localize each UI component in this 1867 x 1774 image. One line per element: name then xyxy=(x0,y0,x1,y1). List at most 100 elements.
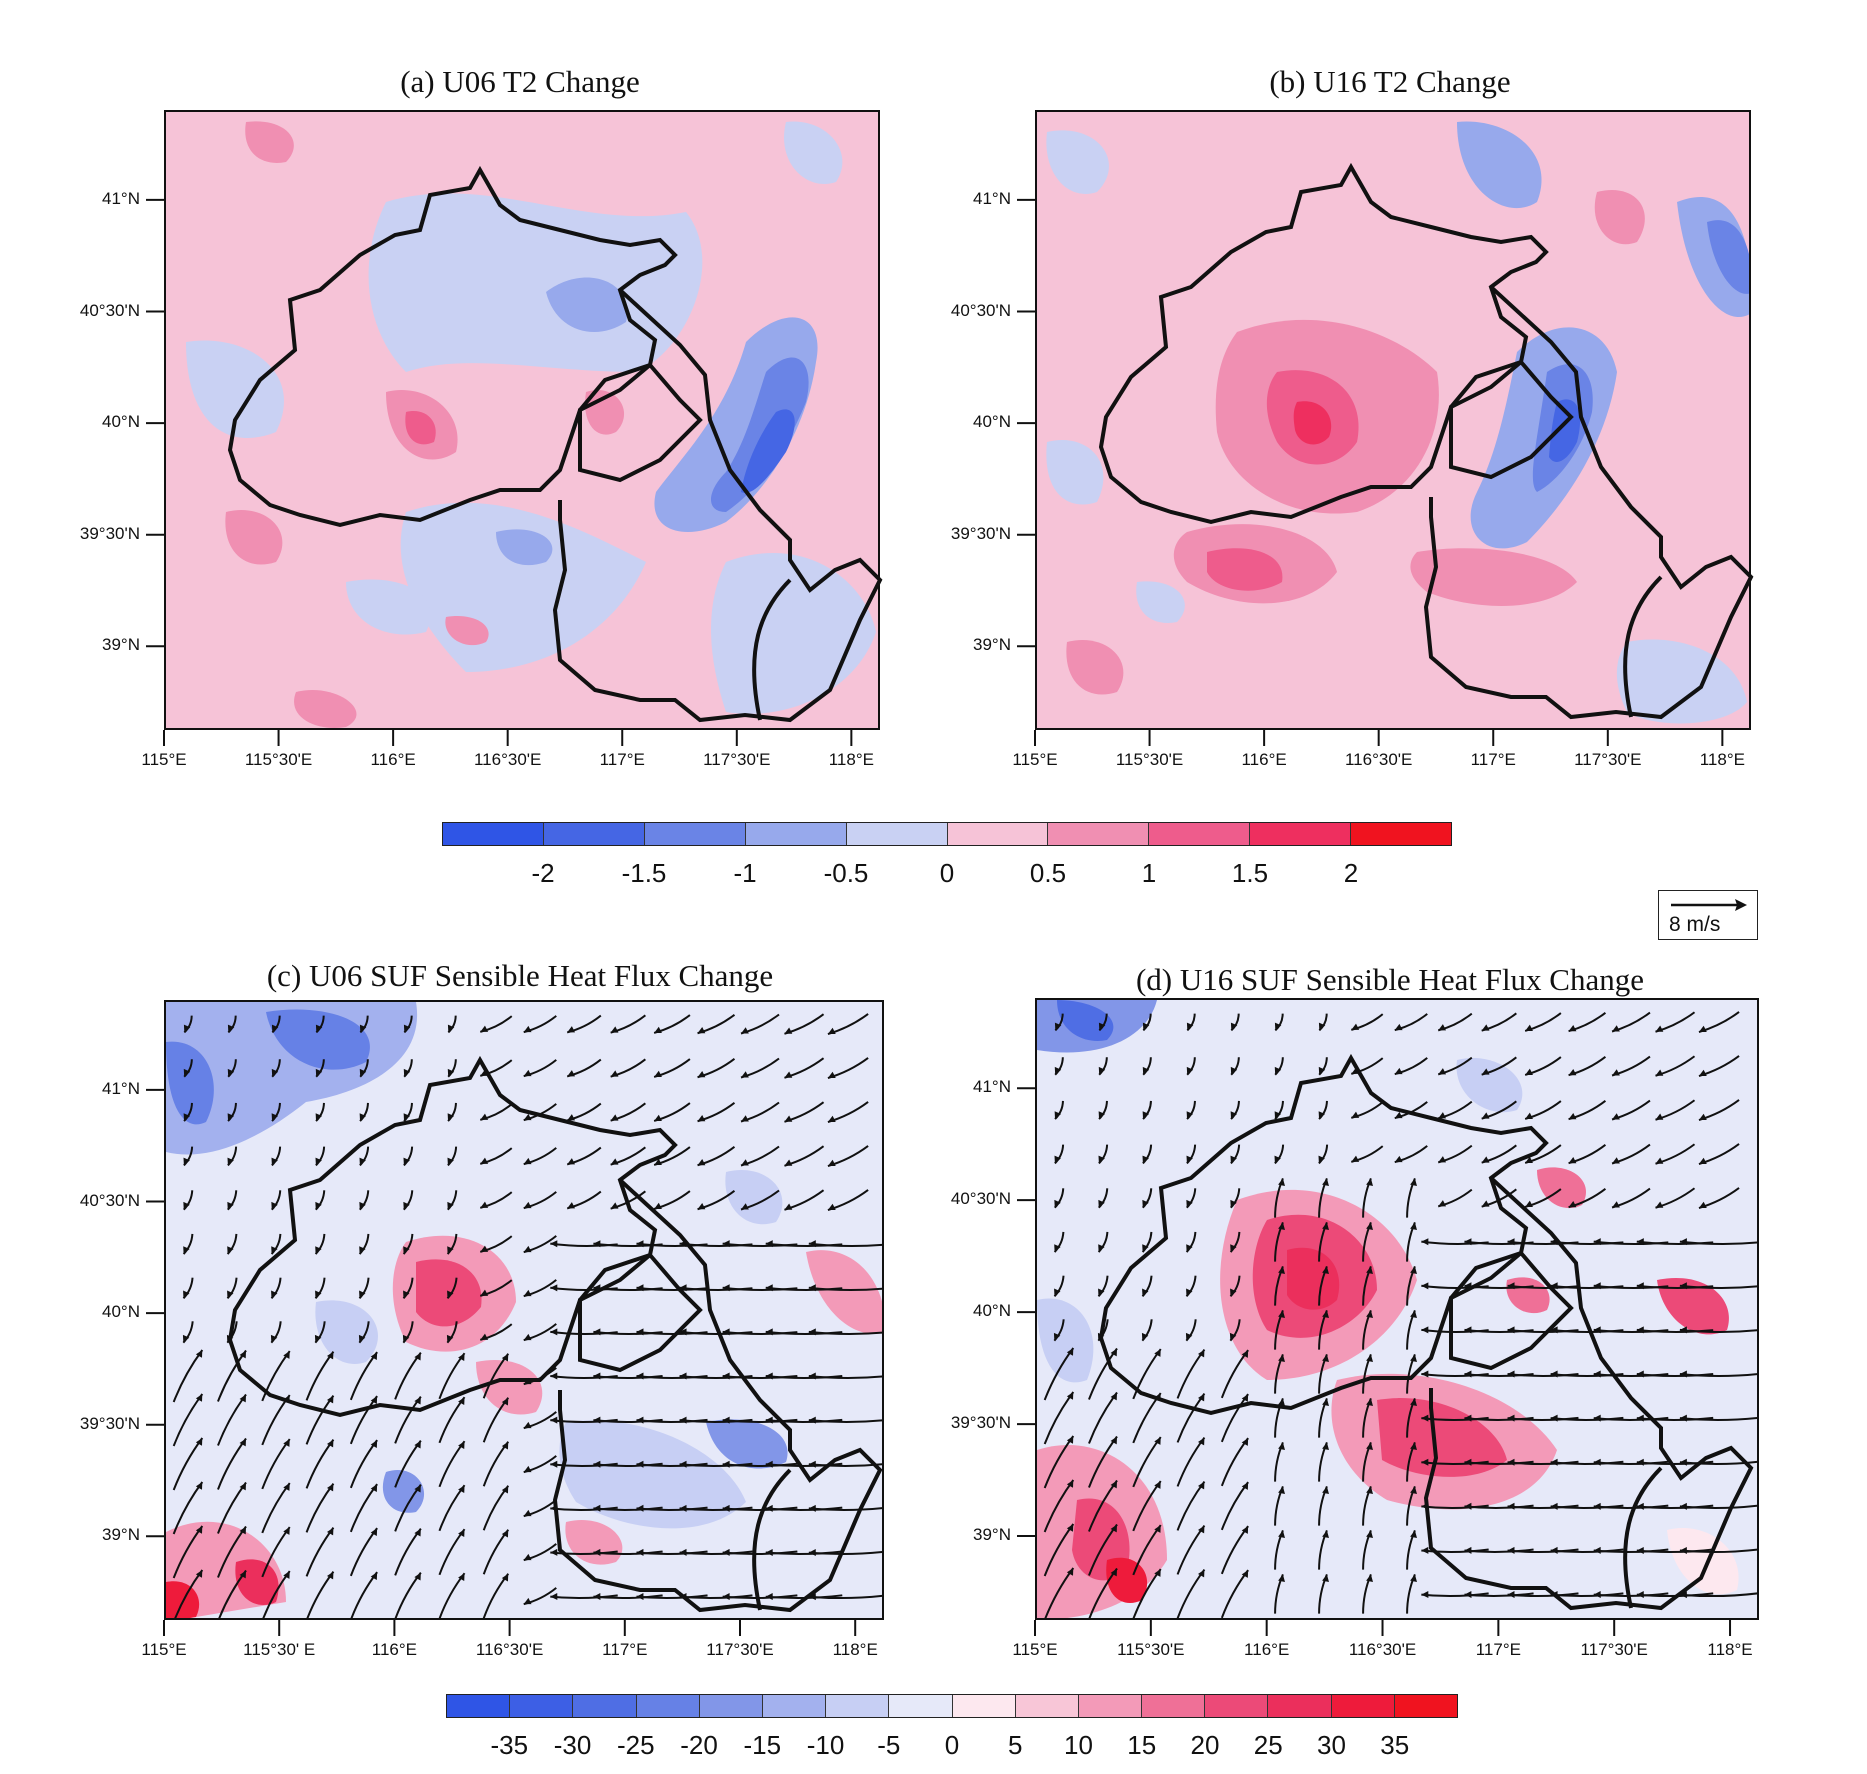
wind-arrowhead xyxy=(1351,1023,1360,1030)
wind-arrowhead xyxy=(1066,1567,1074,1576)
wind-arrowhead xyxy=(1322,1574,1329,1582)
wind-arrowhead xyxy=(1421,1370,1429,1378)
wind-arrowhead xyxy=(1698,1025,1707,1033)
colorbar-shf-swatch xyxy=(952,1695,1016,1717)
wind-arrowhead xyxy=(567,1026,576,1033)
wind-arrowhead xyxy=(1410,1486,1417,1494)
wind-arrowhead xyxy=(567,1202,576,1209)
wind-arrowhead xyxy=(523,1157,532,1165)
wind-arrowhead xyxy=(593,1548,601,1556)
wind-arrowhead xyxy=(1593,1546,1601,1554)
wind-vector xyxy=(1220,1569,1249,1618)
lon-label: 118°E xyxy=(1707,1640,1753,1659)
lon-label: 115°E xyxy=(141,750,187,769)
wind-vector xyxy=(174,1569,204,1618)
wind-arrowhead xyxy=(1241,1438,1249,1446)
wind-arrowhead xyxy=(808,1548,816,1556)
wind-arrowhead xyxy=(458,1529,465,1538)
wind-arrowhead xyxy=(480,1201,489,1208)
wind-vector xyxy=(1679,1460,1757,1466)
lat-label: 39°N xyxy=(973,1525,1011,1545)
wind-arrowhead xyxy=(1066,1435,1074,1444)
panel-c-map xyxy=(164,1000,884,1620)
colorbar-shf-label: 25 xyxy=(1253,1730,1283,1760)
wind-arrowhead xyxy=(370,1484,378,1492)
wind-arrowhead xyxy=(523,1377,532,1385)
wind-arrowhead xyxy=(1318,1022,1326,1031)
wind-vector xyxy=(482,1573,510,1618)
lon-label: 116°E xyxy=(371,1640,418,1659)
wind-arrowhead xyxy=(523,1333,532,1341)
wind-vector xyxy=(261,1482,291,1534)
lon-label: 116°E xyxy=(1241,750,1287,769)
wind-arrowhead xyxy=(326,1439,334,1448)
wind-arrowhead xyxy=(1197,1525,1205,1534)
wind-arrowhead xyxy=(610,1114,619,1121)
lat-label: 40°30'N xyxy=(79,300,140,320)
wind-arrowhead xyxy=(1481,1024,1490,1031)
wind-arrowhead xyxy=(1394,1067,1403,1075)
wind-arrowhead xyxy=(1154,1569,1161,1577)
wind-vector xyxy=(1679,1548,1757,1554)
wind-arrowhead xyxy=(480,1157,489,1164)
colorbar-shf-label: -15 xyxy=(743,1730,782,1760)
wind-vector xyxy=(438,1440,466,1488)
wind-arrowhead xyxy=(1464,1502,1472,1510)
panel-c-vectors xyxy=(172,1013,882,1618)
wind-arrowhead xyxy=(1655,1113,1664,1120)
wind-arrowhead xyxy=(458,1573,465,1582)
wind-arrowhead xyxy=(1525,1200,1533,1207)
wind-arrowhead xyxy=(550,1328,558,1336)
colorbar-t2-swatch xyxy=(947,823,1049,845)
wind-arrowhead xyxy=(1110,1436,1118,1445)
wind-arrowhead xyxy=(1410,1574,1417,1582)
colorbar-t2-label: 0.5 xyxy=(1029,858,1067,888)
lon-label: 115°E xyxy=(1012,750,1058,769)
wind-arrowhead xyxy=(239,1438,247,1447)
wind-vector xyxy=(808,1330,882,1335)
wind-vector xyxy=(482,1529,510,1575)
wind-arrowhead xyxy=(550,1592,558,1600)
colorbar-shf-swatch xyxy=(573,1695,637,1717)
wind-arrowhead xyxy=(183,1024,191,1033)
wind-arrowhead xyxy=(1241,1570,1249,1578)
wind-vector xyxy=(1220,1393,1249,1443)
wind-arrowhead xyxy=(1698,1113,1707,1121)
wind-arrowhead xyxy=(1525,1024,1533,1031)
wind-arrowhead xyxy=(1438,1068,1447,1075)
wind-arrowhead xyxy=(447,1024,455,1033)
wind-vector xyxy=(349,1483,378,1533)
colorbar-t2-swatch xyxy=(543,823,645,845)
wind-arrowhead xyxy=(679,1593,687,1601)
wind-arrowhead xyxy=(1612,1025,1620,1032)
wind-arrowhead xyxy=(610,1202,619,1209)
panel-c-title: (c) U06 SUF Sensible Heat Flux Change xyxy=(266,958,774,993)
wind-arrowhead xyxy=(1438,1200,1447,1207)
wind-arrowhead xyxy=(636,1548,644,1556)
wind-arrowhead xyxy=(283,1439,290,1447)
panel-a-title: (a) U06 T2 Change xyxy=(400,64,640,99)
wind-arrowhead xyxy=(480,1289,489,1296)
wind-arrowhead xyxy=(1421,1326,1429,1334)
wind-arrowhead xyxy=(480,1069,489,1076)
wind-vector xyxy=(394,1440,422,1488)
wind-vector xyxy=(1132,1568,1162,1618)
colorbar-shf-label: 20 xyxy=(1190,1730,1220,1760)
wind-arrowhead xyxy=(283,1527,290,1535)
wind-vector xyxy=(1132,1524,1162,1576)
wind-arrowhead xyxy=(414,1484,421,1493)
wind-vector xyxy=(1088,1391,1118,1444)
wind-vector xyxy=(1088,1567,1118,1618)
wind-arrowhead xyxy=(501,1529,509,1538)
wind-arrowhead xyxy=(1410,1442,1417,1450)
wind-arrowhead xyxy=(1366,1442,1373,1450)
lon-label: 118°E xyxy=(1699,750,1745,769)
wind-arrowhead xyxy=(550,1284,558,1292)
wind-vector xyxy=(438,1528,466,1576)
wind-vector xyxy=(1176,1348,1206,1399)
lon-label: 115°30'E xyxy=(1117,1640,1185,1659)
wind-arrowhead xyxy=(654,1026,662,1033)
lon-label: 117°E xyxy=(1475,1640,1521,1659)
wind-arrowhead xyxy=(1142,1022,1150,1031)
wind-arrowhead xyxy=(654,1158,662,1165)
